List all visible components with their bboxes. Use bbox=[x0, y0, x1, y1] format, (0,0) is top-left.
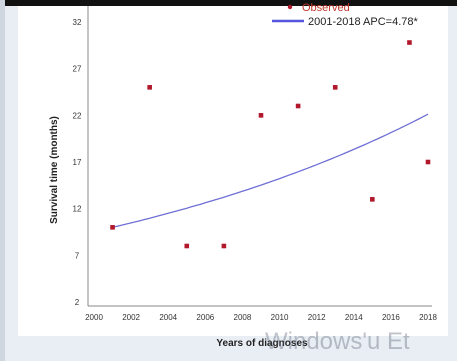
y-tick-label: 22 bbox=[73, 111, 82, 120]
x-tick-label: 2002 bbox=[122, 313, 140, 322]
observed-point bbox=[110, 225, 115, 230]
y-tick-label: 17 bbox=[73, 158, 82, 167]
x-tick-label: 2000 bbox=[85, 313, 103, 322]
x-tick-label: 2008 bbox=[234, 313, 252, 322]
window-top-bar bbox=[0, 0, 457, 6]
observed-point bbox=[332, 85, 338, 90]
x-tick-label: 2014 bbox=[345, 313, 363, 322]
x-tick-labels: 2000 2002 2004 2006 2008 2010 2012 2014 2016 2018 bbox=[85, 313, 437, 322]
y-tick-label: 7 bbox=[75, 251, 80, 260]
observed-point bbox=[425, 159, 431, 165]
observed-point bbox=[147, 85, 152, 90]
x-tick-label: 2006 bbox=[196, 313, 214, 322]
window-left-edge bbox=[0, 0, 5, 361]
x-tick-label: 2004 bbox=[159, 313, 177, 322]
y-tick-label: 32 bbox=[73, 18, 82, 27]
observed-point bbox=[370, 197, 375, 202]
trend-line bbox=[112, 113, 429, 228]
observed-point bbox=[258, 113, 264, 118]
x-tick-label: 2018 bbox=[419, 313, 437, 322]
observed-point bbox=[184, 243, 190, 249]
observed-point bbox=[407, 40, 412, 45]
x-tick-label: 2016 bbox=[382, 313, 400, 322]
x-tick-label: 2010 bbox=[271, 313, 289, 322]
y-tick-label: 2 bbox=[75, 298, 80, 307]
legend-observed-label: Observed bbox=[302, 2, 350, 14]
legend-trend-label: 2001-2018 APC=4.78* bbox=[308, 16, 419, 28]
chart-legend: Observed 2001-2018 APC=4.78* bbox=[272, 2, 419, 28]
y-axis-title: Survival time (months) bbox=[49, 116, 60, 224]
y-tick-label: 12 bbox=[73, 205, 82, 214]
y-tick-label: 27 bbox=[73, 65, 82, 74]
x-axis-title: Years of diagnoses bbox=[216, 338, 308, 349]
observed-points bbox=[110, 40, 431, 249]
chart-background bbox=[18, 6, 448, 336]
x-tick-label: 2012 bbox=[308, 313, 326, 322]
observed-point bbox=[221, 243, 227, 249]
observed-point bbox=[295, 103, 301, 109]
legend-observed-marker bbox=[287, 4, 293, 10]
trend-layer bbox=[112, 113, 429, 228]
